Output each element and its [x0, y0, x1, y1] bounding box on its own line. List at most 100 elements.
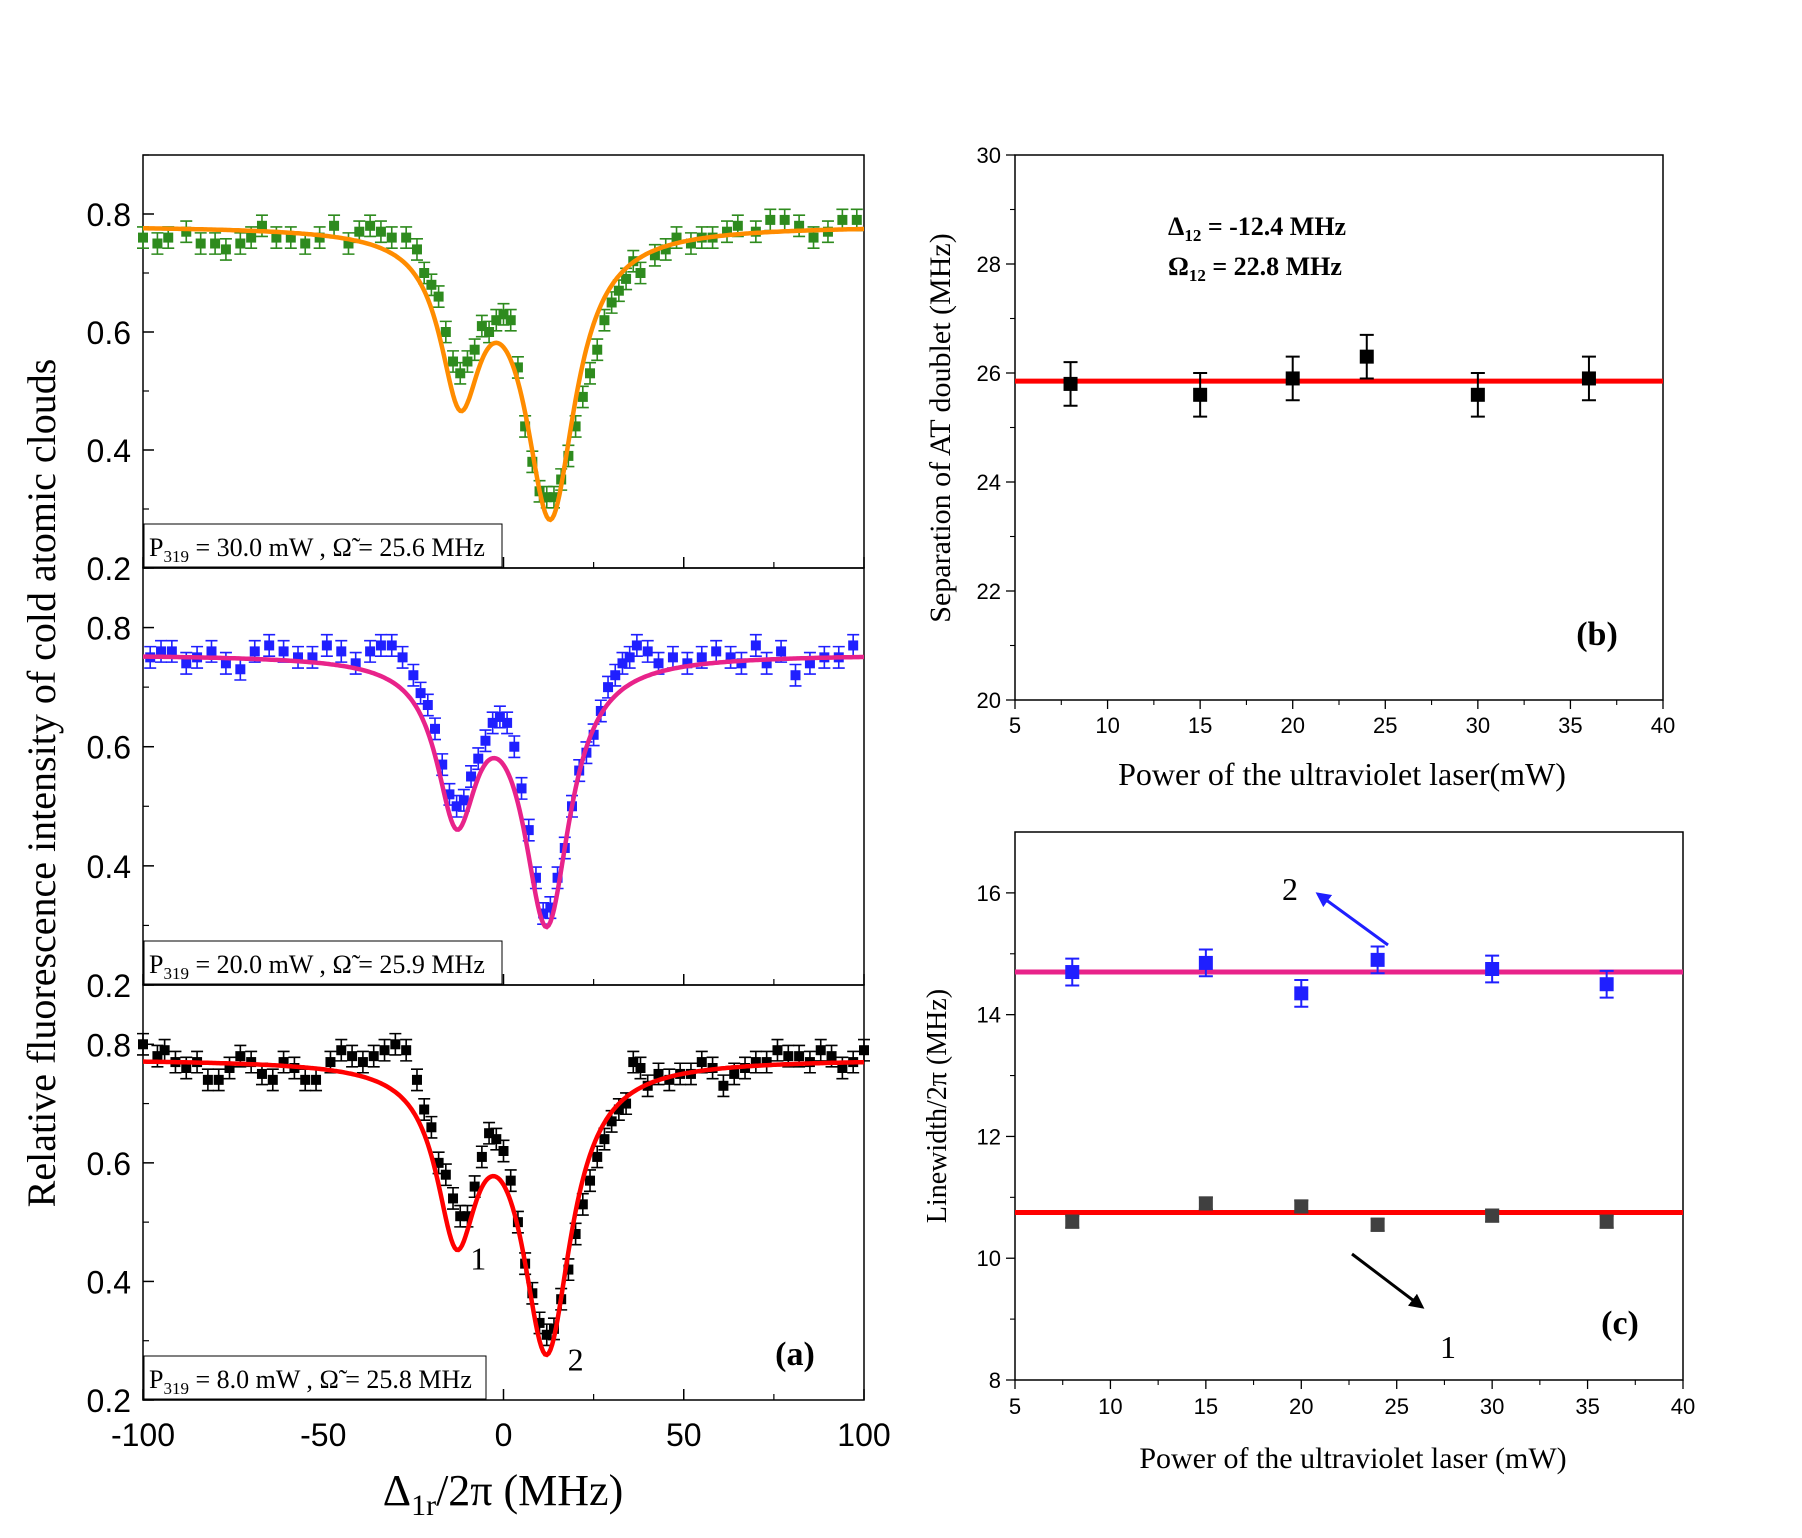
data-point	[1599, 977, 1614, 992]
x-tick-label: 10	[1095, 713, 1119, 738]
data-point	[530, 872, 541, 883]
data-point	[512, 362, 523, 373]
data-point	[610, 670, 621, 681]
data-point	[365, 646, 376, 657]
x-tick-label: 0	[495, 1417, 513, 1453]
data-point	[552, 872, 563, 883]
x-tick-label: -50	[300, 1417, 346, 1453]
data-point	[664, 1074, 675, 1085]
data-point	[1294, 986, 1309, 1001]
x-tick-label: 35	[1575, 1394, 1599, 1419]
data-point	[696, 652, 707, 663]
data-point	[448, 1193, 459, 1204]
text-part: 12	[1184, 226, 1201, 245]
data-point	[314, 232, 325, 243]
y-axis-label: Relative fluorescence intensity of cold …	[19, 359, 64, 1208]
y-tick-label: 14	[977, 1003, 1001, 1028]
peak-label-2: 2	[568, 1341, 584, 1377]
data-point	[415, 688, 426, 699]
data-point	[278, 1057, 289, 1068]
x-tick-label: 5	[1009, 713, 1021, 738]
data-point	[606, 297, 617, 308]
data-point	[336, 646, 347, 657]
plot-frame	[142, 567, 865, 986]
data-series	[144, 633, 860, 926]
x-tick-label: 5	[1009, 1394, 1021, 1419]
data-point	[545, 902, 556, 913]
data-point	[494, 711, 505, 722]
data-point	[300, 238, 311, 249]
data-point	[772, 1045, 783, 1056]
data-point	[649, 250, 660, 261]
x-tick-label: 10	[1098, 1394, 1122, 1419]
data-point	[1370, 1217, 1385, 1232]
annotation-box	[143, 523, 503, 568]
data-point	[761, 658, 772, 669]
text-part: 1r	[411, 1489, 436, 1522]
data-point	[476, 321, 487, 332]
data-point	[502, 717, 513, 728]
data-series	[137, 208, 863, 509]
data-point	[491, 1134, 502, 1145]
data-point	[603, 682, 614, 693]
x-tick-label: 15	[1194, 1394, 1218, 1419]
data-point	[462, 356, 473, 367]
data-point	[138, 1039, 148, 1050]
panel-a: 0.2 0.4 0.6 0.8 P319 = 30.0 mW , Ω̃ = 25.6 M…	[19, 154, 891, 1522]
data-point	[401, 1045, 412, 1056]
y-tick-label: 12	[977, 1124, 1001, 1149]
text-part: 319	[163, 1379, 189, 1398]
data-point	[163, 232, 174, 243]
data-point	[588, 729, 599, 740]
data-point	[354, 226, 365, 237]
data-point	[440, 1169, 451, 1180]
data-point	[375, 640, 386, 651]
data-point	[520, 421, 531, 432]
data-point	[329, 220, 340, 231]
annotation-box	[143, 1355, 487, 1400]
data-point	[765, 214, 776, 225]
data-point	[1470, 387, 1485, 402]
data-point	[1485, 962, 1500, 976]
data-point	[538, 908, 549, 919]
data-point	[357, 1057, 368, 1068]
data-point	[1370, 952, 1385, 967]
data-point	[631, 640, 642, 651]
panel-a-subplot-2: 0.2 0.4 0.6 0.8 P319 = 20.0 mW , Ω̃ = 25.9 M…	[87, 567, 865, 1004]
data-point	[249, 646, 260, 657]
x-tick-label: 20	[1280, 713, 1304, 738]
x-tick-label: -100	[111, 1417, 175, 1453]
data-point	[278, 646, 289, 657]
fit-curve	[143, 226, 864, 523]
data-point	[411, 244, 422, 255]
data-point	[166, 646, 177, 657]
data-point	[570, 421, 581, 432]
data-point	[152, 238, 163, 249]
data-point	[368, 1051, 379, 1062]
data-point	[779, 214, 790, 225]
data-point	[267, 1074, 278, 1085]
data-point	[851, 214, 862, 225]
data-point	[1285, 371, 1300, 386]
data-point	[343, 238, 354, 249]
data-point	[256, 1068, 267, 1079]
data-point	[325, 1057, 336, 1068]
data-point	[181, 658, 192, 669]
data-point	[635, 268, 646, 278]
data-point	[484, 1128, 495, 1139]
data-point	[336, 1045, 347, 1056]
text-part: = 25.8 MHz	[339, 1365, 472, 1394]
parameter-annotation-1: Δ12 = -12.4 MHz	[1168, 212, 1346, 245]
x-tick-label: 50	[666, 1417, 702, 1453]
text-part: = 25.6 MHz	[352, 533, 485, 562]
annotation-text: P319 = 8.0 mW , Ω̃ = 25.8 MHz	[149, 1365, 472, 1398]
x-tick-label: 100	[837, 1417, 890, 1453]
data-point	[1599, 1214, 1614, 1229]
data-point	[235, 664, 246, 675]
data-point	[1198, 955, 1213, 970]
text-part: = 8.0 mW ,	[189, 1365, 319, 1394]
text-part: = 20.0 mW ,	[189, 950, 332, 979]
data-point	[181, 1063, 192, 1073]
fit-curve	[143, 1059, 865, 1358]
y-tick-label: 0.6	[87, 730, 131, 766]
